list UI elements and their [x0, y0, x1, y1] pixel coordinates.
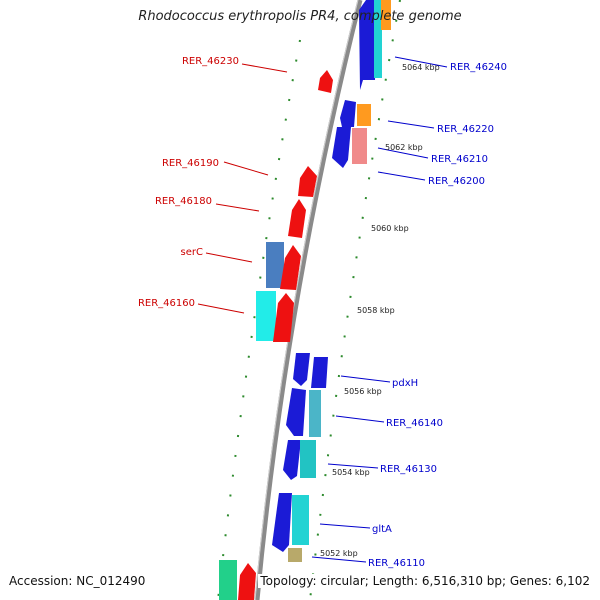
gene-block[interactable]: [352, 128, 367, 164]
gene-arrow[interactable]: [359, 0, 378, 90]
gene-label[interactable]: RER_46220: [437, 124, 494, 135]
genome-backbone: [254, 0, 363, 600]
gene-label[interactable]: RER_46110: [368, 558, 425, 569]
gene-label[interactable]: RER_46190: [162, 158, 219, 169]
scale-tick-label: 5064 kbp: [402, 63, 440, 72]
reverse-strand-genes: [272, 0, 391, 562]
scale-tick-label: 5058 kbp: [357, 306, 395, 315]
page-title: Rhodococcus erythropolis PR4, complete g…: [138, 9, 462, 24]
scale-tick-label: 5060 kbp: [371, 224, 409, 233]
gene-label[interactable]: serC: [181, 247, 203, 258]
gene-label[interactable]: gltA: [372, 524, 392, 535]
gene-label[interactable]: RER_46210: [431, 154, 488, 165]
gene-arrow[interactable]: [238, 563, 256, 600]
gene-arrow[interactable]: [286, 388, 306, 436]
scale-tick-label: 5056 kbp: [344, 387, 382, 396]
right-labels: RER_46240 RER_46220 RER_46210 RER_46200 …: [368, 62, 507, 569]
gene-block[interactable]: [357, 104, 371, 126]
gene-block[interactable]: [266, 242, 284, 288]
gene-arrow[interactable]: [288, 199, 306, 238]
gene-arrow[interactable]: [311, 357, 328, 388]
gene-label[interactable]: RER_46230: [182, 56, 239, 67]
gene-label[interactable]: RER_46240: [450, 62, 507, 73]
scale-tick-label: 5054 kbp: [332, 468, 370, 477]
gene-block[interactable]: [309, 390, 321, 437]
accession-text: Accession: NC_012490: [9, 574, 146, 588]
scale-tick-label: 5062 kbp: [385, 143, 423, 152]
gene-arrow[interactable]: [332, 127, 351, 168]
forward-strand-genes: [219, 70, 333, 600]
scale-tick-label: 5052 kbp: [320, 549, 358, 558]
gene-block[interactable]: [292, 495, 309, 545]
gene-arrow[interactable]: [340, 100, 356, 127]
connectors-right: [311, 56, 448, 563]
gene-arrow[interactable]: [283, 440, 301, 480]
gene-arrow[interactable]: [298, 166, 317, 197]
left-labels: RER_46230 RER_46190 RER_46180 serC RER_4…: [138, 56, 239, 309]
gene-label[interactable]: RER_46140: [386, 418, 443, 429]
gene-arrow[interactable]: [280, 245, 301, 290]
gene-arrow[interactable]: [318, 70, 333, 93]
gene-label[interactable]: RER_46200: [428, 176, 485, 187]
gene-label[interactable]: RER_46130: [380, 464, 437, 475]
gene-block[interactable]: [374, 0, 382, 78]
gene-block[interactable]: [256, 291, 276, 341]
connectors-left: [197, 63, 288, 314]
gene-arrow[interactable]: [273, 293, 294, 342]
scale-ticks: 5064 kbp 5062 kbp 5060 kbp 5058 kbp 5056…: [320, 63, 440, 558]
genome-summary-text: Topology: circular; Length: 6,516,310 bp…: [258, 574, 590, 588]
gene-arrow[interactable]: [293, 353, 310, 386]
gene-block[interactable]: [288, 548, 302, 562]
gene-block[interactable]: [300, 440, 316, 478]
gene-label[interactable]: pdxH: [392, 378, 418, 389]
gene-label[interactable]: RER_46180: [155, 196, 212, 207]
gene-label[interactable]: RER_46160: [138, 298, 195, 309]
gene-arrow[interactable]: [272, 493, 292, 552]
gene-block[interactable]: [219, 560, 237, 600]
gene-block[interactable]: [381, 0, 391, 30]
